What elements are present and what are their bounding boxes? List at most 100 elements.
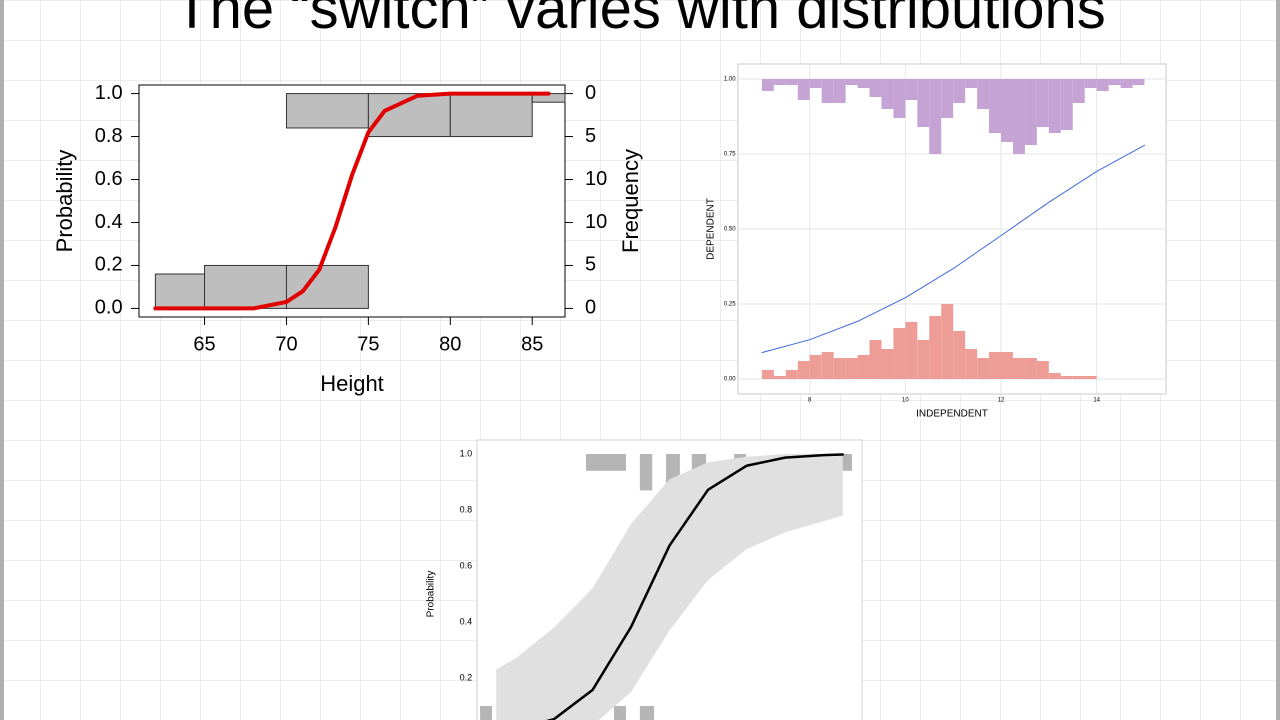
histogram-bar [1072,79,1085,103]
histogram-bar [917,79,930,127]
y2-tick-label: 0 [585,82,596,104]
x-axis-label: Height [320,371,384,396]
histogram-bar [857,355,870,379]
curve [153,91,551,311]
histogram-bar [905,322,918,379]
histogram-bar [941,304,954,379]
histogram-bar [845,79,858,85]
y-tick-label: 0.75 [724,152,736,158]
histogram-bar [480,706,493,720]
histogram-bar [965,79,978,88]
histogram-bar [941,79,954,118]
histogram-bar [953,79,966,103]
histogram-bar [785,370,798,379]
y-tick-label: 0.8 [460,504,473,514]
slide-title: The “switch” varies with distributions [174,0,1106,41]
histogram-bar [204,264,287,309]
curve [545,453,844,720]
histogram-bar [1012,79,1025,154]
histogram-bar [1060,79,1073,130]
curve [761,144,1145,354]
x-axis-label: INDEPENDENT [916,409,988,420]
histogram-bar [989,352,1002,379]
histogram-bar [977,79,990,109]
histogram-bar [773,376,786,379]
x-tick-label: 10 [902,398,909,404]
histogram-bar [1024,358,1037,379]
histogram-bar [833,79,846,103]
histogram-bar [154,273,206,309]
histogram-bar [845,358,858,379]
x-tick-label: 85 [521,333,543,355]
histogram-bar [639,706,655,720]
slide-border [0,0,4,720]
histogram-bar [1108,79,1121,85]
y-tick-label: 0.6 [460,560,473,570]
histogram-bar [1048,373,1061,379]
histogram-bar [833,358,846,379]
y-tick-label: 0.0 [95,297,123,319]
histogram-bar [1132,79,1145,85]
slide-border [1276,0,1280,720]
histogram-bar [773,79,786,85]
histogram-bar [893,79,906,118]
y-tick-label: 0.00 [724,377,736,383]
y2-axis-label: Frequency [618,149,643,253]
x-tick-label: 75 [357,333,379,355]
y-tick-label: 0.4 [460,616,473,626]
x-tick-label: 12 [998,398,1005,404]
x-tick-label: 8 [808,398,812,404]
y-tick-label: 1.00 [724,77,736,83]
histogram-bar [1084,79,1097,88]
histogram-bar [785,79,798,85]
y-tick-label: 0.2 [460,672,473,682]
y-tick-label: 1.0 [460,448,473,458]
histogram-bar [1120,79,1133,88]
histogram-bar [1001,352,1013,379]
confidence-band [496,454,843,720]
histogram-bar [1060,376,1073,379]
histogram-bar [905,79,918,100]
histogram-bar [893,328,906,379]
y2-tick-label: 10 [585,168,607,190]
histogram-bar [585,454,626,471]
histogram-bar [929,79,942,154]
y2-tick-label: 0 [585,297,596,319]
histogram-bar [869,79,882,97]
y2-tick-label: 5 [585,125,596,147]
histogram-bar [881,349,894,379]
histogram-bar [917,340,930,379]
x-tick-label: 70 [275,333,297,355]
histogram-bar [449,93,533,138]
histogram-bar [761,370,774,379]
histogram-bar [1072,376,1085,379]
y-tick-label: 0.2 [95,254,123,276]
y-tick-label: 0.50 [724,227,736,233]
histogram-bar [639,454,653,491]
y-tick-label: 0.25 [724,302,736,308]
histogram-bar [977,358,990,379]
y2-tick-label: 10 [585,211,607,233]
histogram-bar [881,79,894,109]
histogram-bar [809,79,822,88]
y2-tick-label: 5 [585,254,596,276]
histogram-bar [965,349,978,379]
histogram-bar [857,79,870,88]
histogram-bar [929,316,942,379]
histogram-bar [821,79,834,103]
x-tick-label: 80 [439,333,461,355]
histogram-bar [285,264,369,309]
y-tick-label: 0.8 [95,125,123,147]
y-tick-label: 1.0 [95,82,123,104]
x-tick-label: 65 [193,333,215,355]
histogram-bar [1012,358,1025,379]
histogram-bar [809,355,822,379]
y-tick-label: 0.4 [95,211,123,233]
histogram-bar [797,361,810,379]
histogram-bar [1024,79,1037,145]
histogram-bar [821,352,834,379]
histogram-bar [1048,79,1061,133]
histogram-bar [1084,376,1097,379]
histogram-bar [285,93,369,129]
